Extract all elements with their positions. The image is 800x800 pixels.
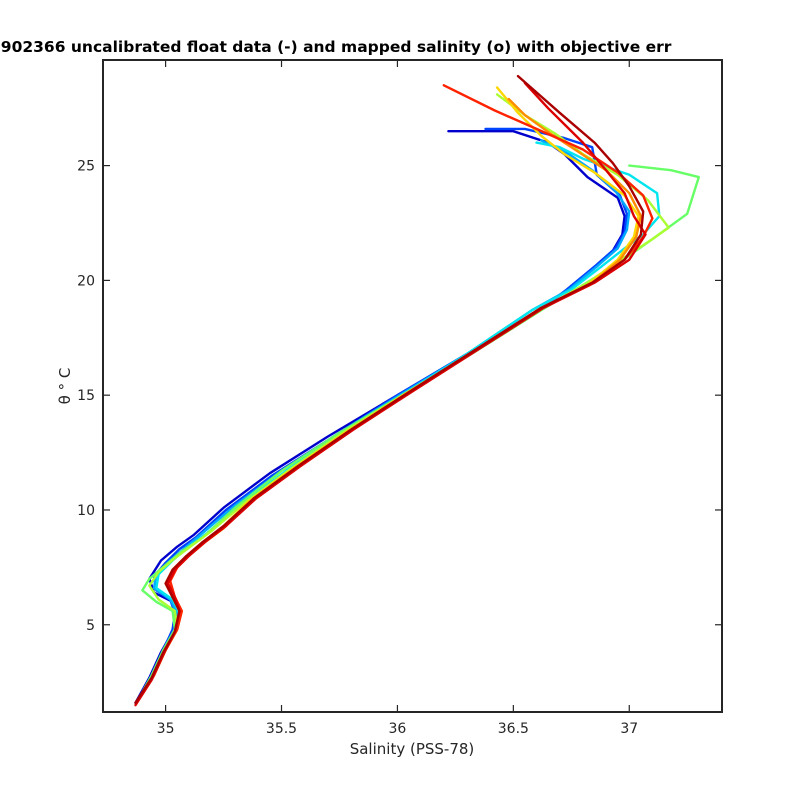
- x-tick-label-4: 36.5: [498, 721, 529, 737]
- y-tick-label-5: 25: [77, 159, 95, 175]
- x-tick-label-2: 35.5: [266, 721, 297, 737]
- y-axis-label: θ ° C: [56, 368, 74, 405]
- y-tick-label-1: 5: [86, 618, 95, 634]
- tick-layer: 35 35.5 36 36.5 37 5 10 15 20 25: [77, 60, 722, 737]
- x-tick-label-1: 35: [157, 721, 175, 737]
- plot-area: 35 35.5 36 36.5 37 5 10 15 20 25: [77, 59, 723, 737]
- y-tick-label-4: 20: [77, 273, 95, 289]
- series-line-11: [134, 74, 645, 704]
- x-axis-label: Salinity (PSS-78): [350, 740, 475, 758]
- series-layer: [134, 74, 700, 707]
- y-tick-label-3: 15: [77, 388, 95, 404]
- chart-title: 1902366 uncalibrated float data (-) and …: [0, 38, 672, 56]
- axes-box: [102, 59, 723, 713]
- x-tick-label-3: 36: [389, 721, 407, 737]
- x-tick-label-5: 37: [620, 721, 638, 737]
- y-tick-label-2: 10: [77, 503, 95, 519]
